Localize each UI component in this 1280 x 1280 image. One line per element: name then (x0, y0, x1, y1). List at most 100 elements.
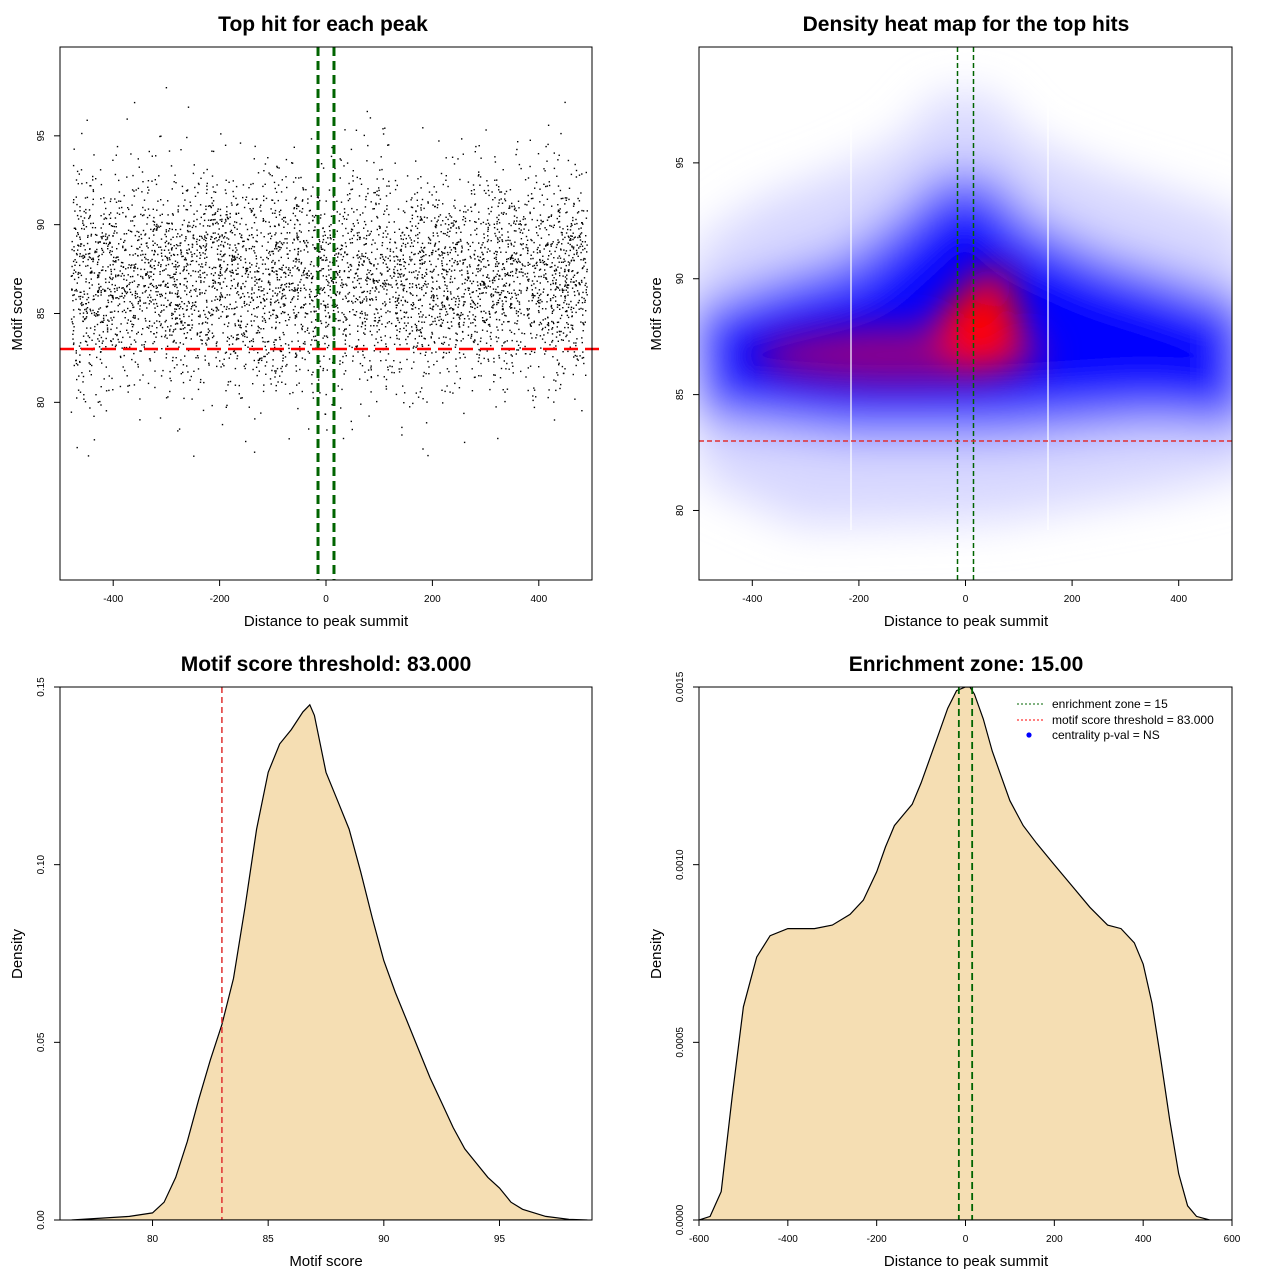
scatter-point (79, 206, 81, 208)
scatter-point (506, 273, 509, 276)
scatter-point (420, 204, 423, 206)
scatter-point (176, 279, 178, 281)
scatter-point (186, 287, 188, 289)
scatter-point (535, 226, 537, 228)
scatter-point (532, 399, 534, 402)
scatter-point (543, 376, 545, 378)
scatter-point (410, 199, 412, 201)
scatter-point (397, 259, 399, 261)
scatter-point (84, 401, 87, 403)
scatter-point (404, 211, 406, 214)
scatter-point (177, 266, 179, 268)
scatter-point (217, 274, 220, 276)
scatter-point (283, 216, 285, 219)
scatter-point (115, 276, 117, 278)
scatter-point (538, 225, 540, 227)
scatter-point (95, 313, 98, 315)
scatter-point (368, 272, 370, 274)
scatter-point (226, 340, 228, 342)
scatter-point (76, 290, 78, 292)
scatter-point (226, 206, 228, 208)
scatter-point (561, 365, 564, 368)
scatter-point (435, 226, 437, 229)
scatter-point (432, 297, 435, 299)
scatter-point (375, 202, 377, 204)
scatter-point (403, 234, 406, 236)
scatter-point (409, 283, 411, 285)
scatter-point (428, 373, 430, 375)
scatter-point (395, 247, 398, 249)
scatter-point (529, 353, 531, 355)
scatter-point (364, 321, 366, 323)
scatter-point (468, 276, 470, 278)
scatter-point (402, 258, 404, 260)
scatter-point (281, 293, 284, 295)
scatter-point (507, 236, 510, 238)
scatter-point (143, 346, 145, 348)
scatter-point (364, 328, 366, 330)
scatter-point (168, 252, 171, 254)
scatter-point (555, 380, 557, 382)
scatter-point (271, 199, 273, 201)
scatter-point (501, 313, 503, 315)
scatter-point (364, 256, 366, 258)
scatter-point (423, 321, 426, 323)
scatter-point (494, 179, 496, 181)
scatter-point (154, 242, 156, 244)
scatter-point (337, 265, 339, 267)
scatter-point (538, 305, 540, 308)
scatter-point (474, 325, 477, 327)
scatter-point (371, 287, 374, 289)
scatter-point (556, 175, 558, 177)
scatter-point (273, 309, 275, 312)
scatter-point (372, 239, 374, 241)
scatter-point (146, 223, 148, 225)
scatter-point (97, 338, 99, 340)
scatter-point (212, 204, 214, 207)
scatter-point (505, 296, 508, 299)
scatter-point (553, 224, 555, 226)
scatter-point (472, 272, 474, 274)
scatter-point (474, 258, 476, 260)
scatter-point (110, 317, 112, 319)
scatter-point (343, 165, 345, 167)
scatter-point (389, 275, 392, 277)
scatter-point (498, 231, 500, 233)
scatter-point (116, 334, 118, 336)
scatter-point (263, 300, 266, 302)
scatter-point (454, 382, 456, 385)
scatter-point (82, 224, 85, 226)
scatter-point (374, 242, 376, 244)
scatter-point (572, 232, 574, 234)
scatter-point (183, 277, 186, 280)
scatter-point (326, 325, 329, 327)
scatter-point (336, 272, 339, 275)
scatter-point (509, 239, 511, 242)
scatter-point (205, 239, 207, 242)
scatter-point (199, 381, 202, 383)
scatter-point (524, 203, 526, 206)
scatter-point (533, 271, 535, 274)
scatter-point (159, 293, 161, 296)
scatter-point (582, 259, 585, 261)
scatter-point (327, 295, 330, 297)
scatter-point (246, 323, 249, 325)
scatter-point (500, 198, 502, 200)
scatter-point (304, 358, 306, 361)
scatter-point (212, 200, 215, 202)
scatter-point (219, 235, 221, 237)
scatter-point (185, 237, 187, 240)
scatter-point (558, 362, 560, 364)
scatter-point (490, 210, 492, 213)
scatter-point (346, 194, 349, 196)
scatter-point (547, 323, 550, 325)
scatter-point (175, 268, 177, 270)
scatter-point (553, 167, 556, 170)
scatter-point (113, 260, 115, 263)
scatter-point (515, 209, 517, 212)
scatter-point (567, 323, 569, 325)
scatter-point (510, 244, 513, 246)
scatter-point (301, 327, 303, 329)
scatter-point (326, 369, 328, 371)
scatter-point (542, 255, 544, 257)
